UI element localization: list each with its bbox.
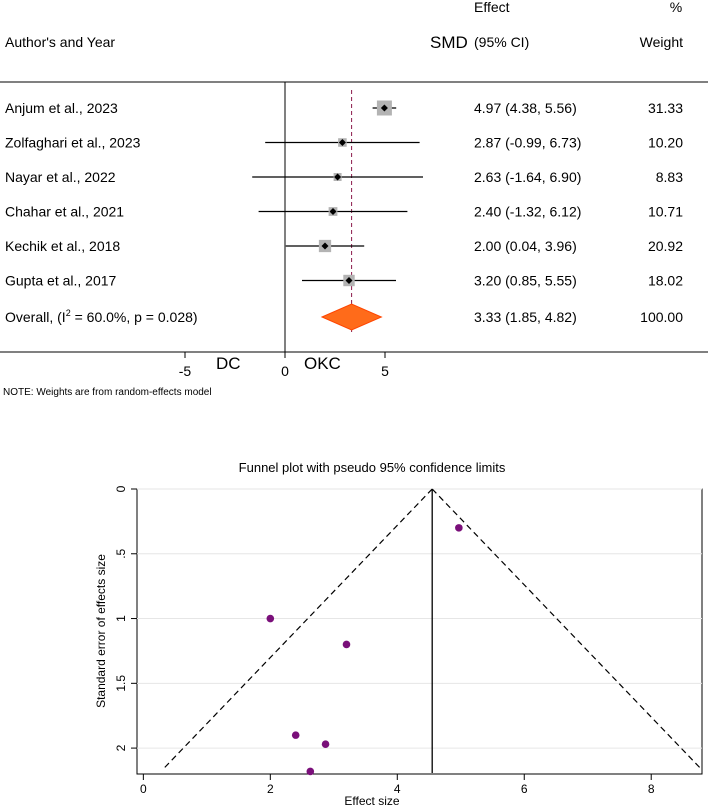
funnel-study-point [306,767,315,776]
study-weight-text: 10.71 [648,204,683,220]
overall-diamond [320,303,383,331]
header-ci-label: (95% CI) [474,34,529,50]
funnel-y-tick-label: 2 [114,744,128,751]
funnel-right-limit [431,488,701,768]
study-effect-text: 2.87 (-0.99, 6.73) [474,135,581,151]
study-weight-text: 31.33 [648,100,683,116]
study-weight-text: 10.20 [648,135,683,151]
funnel-x-tick-label: 6 [521,782,528,796]
study-point-estimate [345,277,353,284]
overall-weight-text: 100.00 [640,309,683,325]
study-label: Gupta et al., 2017 [5,273,117,289]
funnel-x-tick-label: 0 [140,782,147,796]
study-point-estimate [321,242,329,250]
left-group-label: DC [216,354,241,373]
header-effect-label: Effect [474,0,510,15]
header-weight-label: Weight [640,34,683,50]
forest-plot: Effect % Author's and Year SMD (95% CI) … [0,0,708,398]
study-point-estimate [329,208,337,215]
funnel-title: Funnel plot with pseudo 95% confidence l… [239,460,506,475]
study-point-estimate [380,104,388,112]
funnel-y-axis-label: Standard error of effects size [94,554,108,708]
forest-marks: Anjum et al., 2023 4.97 (4.38, 5.56) 31.33… [5,82,683,379]
funnel-y-tick-label: 0 [114,485,128,492]
funnel-plot-frame [136,488,703,775]
study-effect-text: 2.00 (0.04, 3.96) [474,238,577,254]
study-effect-text: 3.20 (0.85, 5.55) [474,273,577,289]
forest-x-tick-label: 0 [281,363,289,379]
weights-note: NOTE: Weights are from random-effects mo… [3,387,212,398]
funnel-study-point [342,640,351,649]
study-weight-text: 20.92 [648,238,683,254]
overall-effect-text: 3.33 (1.85, 4.82) [474,309,577,325]
funnel-study-point [266,614,275,623]
study-label: Nayar et al., 2022 [5,169,116,185]
study-label: Anjum et al., 2023 [5,100,118,116]
header-percent-label: % [670,0,682,15]
study-effect-text: 4.97 (4.38, 5.56) [474,100,577,116]
header-smd-label: SMD [430,33,468,52]
study-point-estimate [334,173,342,181]
overall-label: Overall, (I2 = 60.0%, p = 0.028) [5,308,198,325]
funnel-plot: Funnel plot with pseudo 95% confidence l… [94,460,703,808]
study-label: Zolfaghari et al., 2023 [5,135,141,151]
forest-x-tick-label: -5 [179,363,192,379]
study-label: Kechik et al., 2018 [5,238,120,254]
funnel-y-tick-label: .5 [114,548,128,558]
right-group-label: OKC [304,354,341,373]
funnel-y-tick-label: 1 [114,615,128,622]
study-effect-text: 2.63 (-1.64, 6.90) [474,169,581,185]
funnel-left-limit [164,488,433,768]
funnel-y-tick-label: 1.5 [114,675,128,692]
header-author-year: Author's and Year [5,34,115,50]
funnel-marks: 0 .5 1 1.5 2 0 2 4 6 8 [114,485,702,796]
study-weight-text: 18.02 [648,273,683,289]
study-point-estimate [338,139,346,146]
funnel-x-tick-label: 4 [394,782,401,796]
funnel-study-point [291,731,300,739]
study-effect-text: 2.40 (-1.32, 6.12) [474,204,581,220]
study-weight-text: 8.83 [656,169,683,185]
study-label: Chahar et al., 2021 [5,204,124,220]
funnel-x-axis-label: Effect size [344,794,399,808]
funnel-x-tick-label: 2 [267,782,274,796]
forest-x-tick-label: 5 [381,363,389,379]
funnel-study-point [455,524,463,532]
funnel-x-tick-label: 8 [648,782,655,796]
funnel-study-point [321,740,330,749]
